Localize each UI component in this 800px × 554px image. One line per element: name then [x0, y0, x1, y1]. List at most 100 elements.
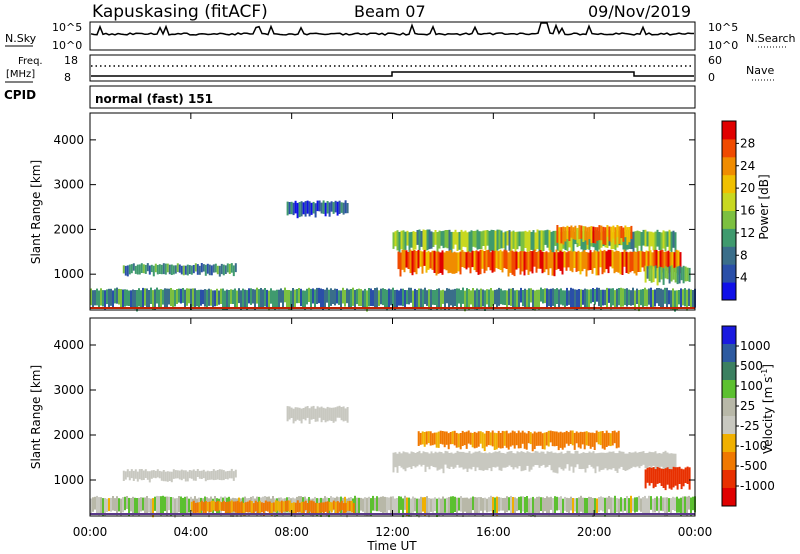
- echo-cell: [674, 453, 677, 471]
- echo-cell: [596, 453, 599, 467]
- echo-cell: [152, 498, 154, 518]
- echo-cell: [294, 502, 297, 514]
- time-tick-label: 00:00: [73, 525, 108, 539]
- echo-cell: [572, 227, 575, 240]
- echo-cell: [451, 252, 454, 274]
- echo-cell: [194, 502, 197, 514]
- echo-cell: [539, 250, 542, 269]
- echo-cell: [441, 250, 444, 275]
- echo-cell: [260, 288, 262, 309]
- echo-cell: [404, 231, 407, 251]
- echo-cell: [435, 251, 438, 276]
- echo-cell: [425, 252, 428, 273]
- echo-cell: [566, 225, 569, 240]
- echo-cell: [202, 502, 205, 515]
- echo-cell: [667, 250, 670, 274]
- echo-cell: [660, 453, 663, 467]
- echo-cell: [312, 501, 315, 515]
- echo-cell: [651, 252, 654, 270]
- echo-cell: [618, 498, 620, 517]
- echo-cell: [473, 251, 476, 271]
- echo-cell: [570, 496, 572, 511]
- echo-cell: [328, 289, 330, 310]
- echo-cell: [576, 227, 579, 243]
- echo-cell: [498, 229, 501, 250]
- echo-cell: [314, 502, 317, 515]
- echo-cell: [412, 452, 415, 467]
- power-y-ticks: 1000 2000 3000 4000: [53, 133, 695, 281]
- echo-cell: [471, 250, 474, 268]
- echo-cell: [505, 430, 508, 448]
- echo-cell: [496, 289, 498, 308]
- echo-cell: [136, 290, 138, 312]
- echo-cell: [637, 251, 640, 272]
- echo-cell: [538, 452, 541, 468]
- echo-cell: [596, 227, 599, 241]
- echo-cell: [502, 290, 504, 305]
- echo-cell: [434, 451, 437, 468]
- echo-cell: [242, 288, 244, 309]
- echo-cell: [306, 200, 309, 214]
- echo-cell: [380, 288, 382, 305]
- echo-cell: [427, 431, 430, 444]
- echo-cell: [506, 230, 509, 246]
- echo-cell: [400, 288, 402, 306]
- echo-cell: [476, 288, 478, 310]
- echo-cell: [520, 451, 523, 472]
- echo-cell: [264, 288, 266, 307]
- echo-cell: [98, 497, 100, 516]
- echo-cell: [480, 288, 482, 308]
- echo-cell: [524, 497, 526, 515]
- echo-cell: [620, 287, 622, 307]
- echo-cell: [603, 433, 606, 450]
- echo-cell: [354, 289, 356, 311]
- echo-cell: [606, 452, 609, 471]
- echo-cell: [324, 202, 327, 217]
- echo-cell: [386, 497, 388, 513]
- echo-cell: [478, 231, 481, 249]
- echo-cell: [477, 431, 480, 447]
- echo-cell: [494, 230, 497, 253]
- echo-cell: [352, 287, 354, 306]
- echo-cell: [664, 266, 667, 279]
- echo-cell: [444, 450, 447, 465]
- echo-cell: [499, 432, 502, 449]
- echo-cell: [114, 288, 116, 304]
- echo-cell: [170, 471, 173, 483]
- echo-cell: [678, 466, 681, 484]
- echo-cell: [644, 229, 647, 247]
- echo-cell: [446, 451, 449, 469]
- echo-cell: [374, 288, 376, 309]
- echo-cell: [622, 227, 625, 242]
- echo-cell: [398, 451, 401, 466]
- colorbar-tick-label: 100: [740, 379, 763, 393]
- echo-cell: [126, 496, 128, 509]
- echo-cell: [340, 500, 343, 511]
- echo-cell: [672, 466, 675, 488]
- echo-cell: [523, 251, 526, 276]
- echo-cell: [222, 470, 225, 481]
- echo-cell: [644, 469, 647, 489]
- echo-cell: [338, 502, 341, 512]
- echo-cell: [635, 252, 638, 276]
- echo-cell: [566, 497, 568, 513]
- echo-cell: [580, 225, 583, 239]
- echo-cell: [222, 264, 225, 276]
- echo-cell: [530, 452, 533, 470]
- echo-cell: [483, 251, 486, 274]
- echo-cell: [448, 453, 451, 469]
- echo-cell: [674, 267, 677, 283]
- echo-cell: [616, 498, 618, 513]
- echo-cell: [310, 202, 313, 215]
- echo-cell: [186, 471, 189, 482]
- echo-cell: [110, 497, 112, 512]
- echo-cell: [552, 498, 554, 515]
- echo-cell: [465, 252, 468, 270]
- echo-cell: [302, 501, 305, 514]
- echo-cell: [90, 498, 92, 514]
- echo-cell: [510, 495, 512, 514]
- echo-cell: [180, 288, 182, 304]
- echo-cell: [508, 288, 510, 306]
- echo-cell: [232, 471, 235, 481]
- echo-cell: [542, 497, 544, 515]
